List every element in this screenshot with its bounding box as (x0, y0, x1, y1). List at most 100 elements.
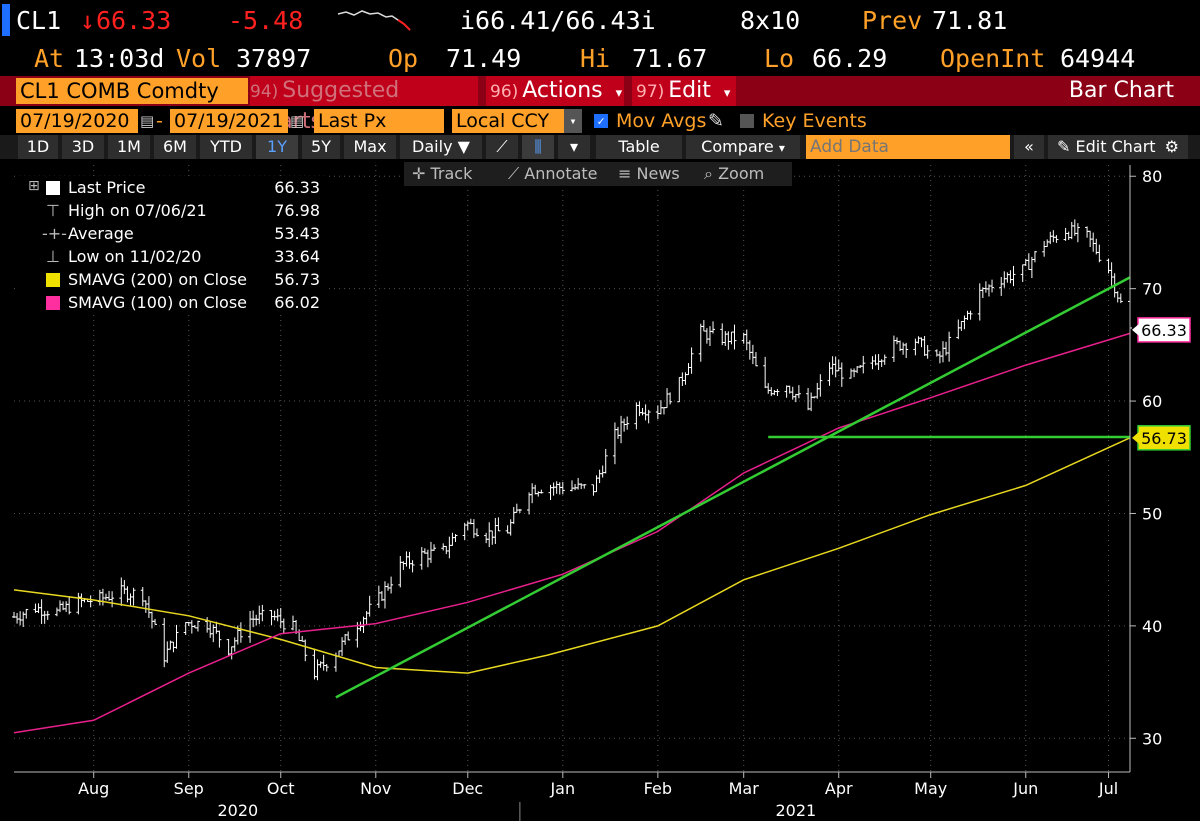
key-events-label: Key Events (762, 110, 867, 132)
period-max[interactable]: Max (344, 135, 396, 159)
vol-value: 37897 (236, 44, 312, 73)
x-tick-label: Apr (825, 779, 853, 798)
y-tick-label: 60 (1142, 392, 1162, 411)
high-label: Hi (580, 44, 611, 73)
annotate-label: Annotate (524, 164, 598, 183)
edit-chart-label: Edit Chart (1075, 137, 1156, 156)
y-axis: 30 40 50 60 70 80 (1129, 165, 1162, 772)
currency-select[interactable]: Local CCY (452, 109, 564, 133)
period-ytd[interactable]: YTD (200, 135, 252, 159)
legend-average[interactable]: -+- Average 53.43 (18, 224, 328, 246)
sma200-line (13, 437, 1131, 674)
compare-caret-icon: ▾ (778, 141, 785, 155)
y-tick-label: 40 (1142, 617, 1162, 636)
start-date-field[interactable]: 07/19/2020 (16, 109, 138, 133)
net-change: -5.48 (228, 6, 304, 35)
compare-button[interactable]: Compare ▾ (686, 135, 800, 159)
price-tag-label: 56.73 (1141, 429, 1187, 448)
year-label: 2021 (775, 801, 816, 820)
zoom-tool[interactable]: ⌕ Zoom (698, 162, 792, 186)
chart-lines (13, 276, 1131, 734)
price-chart[interactable]: 30 40 50 60 70 80 Aug Sep Oct Nov Dec Jan Feb Mar Apr… (0, 165, 1200, 821)
vol-label: Vol (176, 44, 222, 73)
edit-chart-pencil-icon: ✎ (1057, 137, 1071, 156)
track-tool[interactable]: ✛ Track (404, 162, 508, 186)
period-1d[interactable]: 1D (18, 135, 58, 159)
zoom-icon: ⌕ (704, 164, 713, 183)
actions-button[interactable]: 96) Actions ▾ (486, 76, 624, 106)
x-tick-label: Jan (549, 779, 575, 798)
bid-ask: i66.41/66.43i (460, 6, 656, 35)
legend-swatch-sma100 (46, 296, 60, 310)
frequency-label: Daily (412, 137, 453, 156)
frequency-caret-icon: ▼ (457, 137, 470, 156)
mov-avgs-checkbox[interactable]: ✓ (594, 114, 608, 128)
start-calendar-icon[interactable]: ▤ (140, 112, 155, 130)
year-label: 2020 (217, 801, 258, 820)
x-tick-label: Dec (452, 779, 483, 798)
at-value: 13:03d (74, 44, 165, 73)
prev-value: 71.81 (932, 6, 1008, 35)
period-5y[interactable]: 5Y (302, 135, 340, 159)
y-tick-label: 50 (1142, 504, 1162, 523)
zoom-label: Zoom (718, 164, 765, 183)
suggested-charts-button[interactable]: 94)Suggested Charts (250, 76, 478, 134)
ticker[interactable]: CL1 (16, 6, 62, 35)
x-axis: Aug Sep Oct Nov Dec Jan Feb Mar Apr May Jun Jul 2020… (14, 771, 1130, 821)
edit-button[interactable]: 97) Edit ▾ (632, 76, 736, 106)
frequency-select[interactable]: Daily ▼ (400, 135, 482, 159)
line-chart-icon[interactable]: ⟋ (486, 135, 518, 159)
table-button[interactable]: Table (596, 135, 682, 159)
end-date-field[interactable]: 07/19/2021 (170, 109, 288, 133)
chart-tool-bar: ✛ Track ⟋ Annotate ≡ News ⌕ Zoom (0, 162, 1200, 186)
x-tick-label: Nov (360, 779, 391, 798)
annotate-tool[interactable]: ⟋ Annotate (502, 162, 616, 186)
collapse-icon[interactable]: « (1014, 135, 1044, 159)
news-tool[interactable]: ≡ News (612, 162, 702, 186)
high-marker-icon: ⊤ (46, 201, 60, 220)
edit-chart-button[interactable]: ✎ Edit Chart ⚙ (1048, 135, 1188, 159)
crosshair-icon: ✛ (412, 164, 426, 183)
legend-high[interactable]: ⊤ High on 07/06/21 76.98 (18, 201, 328, 223)
period-3d[interactable]: 3D (62, 135, 104, 159)
price-tag-box (1137, 317, 1191, 343)
period-1y[interactable]: 1Y (256, 135, 298, 159)
sma100-line (13, 332, 1131, 734)
chart-type-caret-icon[interactable]: ▾ (558, 135, 590, 159)
bar-chart-icon[interactable]: ⫼ (522, 135, 554, 159)
currency-caret-icon[interactable]: ▾ (564, 109, 582, 133)
legend-label: SMAVG (200) on Close (68, 270, 248, 289)
legend-tree-icon: ⊞ (28, 178, 40, 194)
end-calendar-icon[interactable]: ▤ (290, 112, 305, 130)
edit-label: Edit (668, 78, 711, 103)
x-tick-label: Oct (267, 779, 295, 798)
legend-value: 56.73 (274, 270, 320, 289)
legend-label: High on 07/06/21 (68, 201, 207, 220)
x-tick-label: Jul (1098, 779, 1118, 798)
settings-bar: 07/19/2020 ▤ - 07/19/2021 ▤ Last Px Loca… (0, 109, 1200, 133)
key-events-checkbox[interactable] (740, 114, 754, 128)
legend-low[interactable]: ⊥ Low on 11/02/20 33.64 (18, 247, 328, 269)
legend-sma200[interactable]: SMAVG (200) on Close 56.73 (18, 270, 328, 292)
low-marker-icon: ⊥ (46, 247, 60, 266)
field-select[interactable]: Last Px (314, 109, 444, 133)
add-data-input[interactable] (806, 135, 1010, 159)
legend-swatch-sma200 (46, 273, 60, 287)
legend-last-price[interactable]: ⊞ Last Price 66.33 (18, 178, 328, 200)
last-price: 66.33 (96, 6, 172, 35)
compare-label: Compare (701, 137, 774, 156)
settings-gear-icon: ⚙ (1164, 137, 1179, 156)
period-6m[interactable]: 6M (154, 135, 196, 159)
actions-caret-icon: ▾ (615, 86, 623, 101)
y-tick-label: 70 (1142, 280, 1162, 299)
open-label: Op (388, 44, 419, 73)
mov-avgs-label: Mov Avgs (616, 110, 707, 132)
legend-value: 66.02 (274, 293, 320, 312)
period-1m[interactable]: 1M (108, 135, 150, 159)
pencil-icon[interactable]: ✎ (708, 110, 724, 132)
security-field[interactable]: CL1 COMB Comdty (16, 78, 248, 104)
legend-sma100[interactable]: SMAVG (100) on Close 66.02 (18, 293, 328, 315)
edit-caret-icon: ▾ (723, 86, 731, 101)
legend-label: SMAVG (100) on Close (68, 293, 248, 312)
quote-stats: At 13:03d Vol 37897 Op 71.49 Hi 71.67 Lo… (0, 42, 1200, 74)
